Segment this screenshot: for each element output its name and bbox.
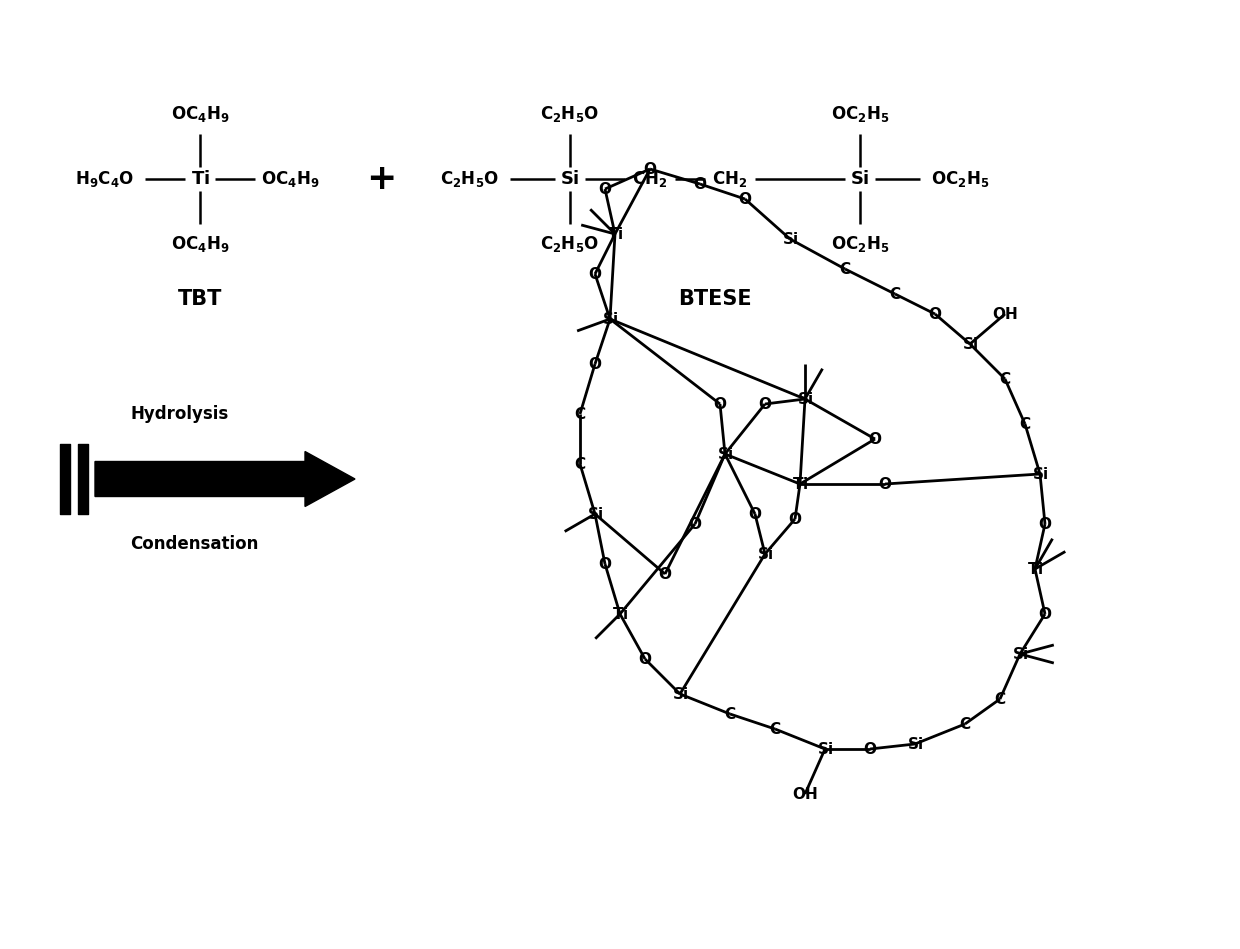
Text: $\mathbf{O}$: $\mathbf{O}$ — [598, 556, 613, 572]
Text: $\mathbf{OC_4H_9}$: $\mathbf{OC_4H_9}$ — [260, 169, 319, 189]
Text: $\mathbf{OC_4H_9}$: $\mathbf{OC_4H_9}$ — [171, 234, 229, 254]
Text: $\mathbf{C}$: $\mathbf{C}$ — [994, 691, 1006, 707]
FancyArrow shape — [95, 452, 355, 507]
Text: $\mathbf{H_9C_4O}$: $\mathbf{H_9C_4O}$ — [76, 169, 134, 189]
Text: $\mathbf{O}$: $\mathbf{O}$ — [1038, 516, 1052, 532]
Text: $\mathbf{Si}$: $\mathbf{Si}$ — [851, 170, 869, 188]
Text: $\mathbf{OH}$: $\mathbf{OH}$ — [992, 306, 1018, 322]
Text: $\mathbf{Ti}$: $\mathbf{Ti}$ — [792, 476, 808, 492]
Text: $\mathbf{C}$: $\mathbf{C}$ — [574, 456, 587, 472]
Text: $\mathbf{CH_2}$: $\mathbf{CH_2}$ — [712, 169, 748, 189]
Text: $\mathbf{Ti}$: $\mathbf{Ti}$ — [611, 606, 629, 622]
Text: $\mathbf{Si}$: $\mathbf{Si}$ — [1012, 646, 1028, 662]
Text: $\mathbf{C_2H_5O}$: $\mathbf{C_2H_5O}$ — [541, 234, 599, 254]
Text: $\mathbf{+}$: $\mathbf{+}$ — [366, 162, 394, 196]
Text: $\mathbf{Si}$: $\mathbf{Si}$ — [817, 741, 833, 757]
Text: $\mathbf{Si}$: $\mathbf{Si}$ — [796, 391, 813, 407]
Text: $\mathbf{Ti}$: $\mathbf{Ti}$ — [606, 226, 624, 242]
Text: $\mathbf{O}$: $\mathbf{O}$ — [693, 176, 707, 192]
Text: $\mathbf{O}$: $\mathbf{O}$ — [688, 516, 702, 532]
Text: $\mathbf{Si}$: $\mathbf{Si}$ — [587, 506, 604, 522]
Text: $\mathbf{Ti}$: $\mathbf{Ti}$ — [191, 170, 210, 188]
Text: $\mathbf{O}$: $\mathbf{O}$ — [738, 191, 753, 207]
Text: $\mathbf{O}$: $\mathbf{O}$ — [878, 476, 892, 492]
Text: $\mathbf{OC_2H_5}$: $\mathbf{OC_2H_5}$ — [831, 234, 889, 254]
Text: $\mathbf{O}$: $\mathbf{O}$ — [1038, 606, 1052, 622]
Text: $\mathbf{O}$: $\mathbf{O}$ — [863, 741, 877, 757]
Text: $\mathbf{C}$: $\mathbf{C}$ — [839, 261, 851, 277]
Text: $\mathbf{C}$: $\mathbf{C}$ — [574, 406, 587, 422]
Text: $\mathbf{O}$: $\mathbf{O}$ — [713, 396, 727, 412]
Text: BTESE: BTESE — [678, 289, 751, 309]
Text: $\mathbf{O}$: $\mathbf{O}$ — [588, 356, 603, 372]
Text: Condensation: Condensation — [130, 535, 258, 553]
Text: $\mathbf{Si}$: $\mathbf{Si}$ — [601, 311, 619, 327]
Text: $\mathbf{OC_2H_5}$: $\mathbf{OC_2H_5}$ — [931, 169, 990, 189]
Text: $\mathbf{C}$: $\mathbf{C}$ — [769, 721, 781, 737]
Text: Hydrolysis: Hydrolysis — [130, 405, 228, 423]
Text: $\mathbf{C}$: $\mathbf{C}$ — [889, 286, 901, 302]
Text: $\mathbf{O}$: $\mathbf{O}$ — [637, 651, 652, 667]
Text: $\mathbf{Si}$: $\mathbf{Si}$ — [672, 686, 688, 702]
Text: $\mathbf{C}$: $\mathbf{C}$ — [959, 716, 971, 732]
Text: $\mathbf{Si}$: $\mathbf{Si}$ — [717, 446, 733, 462]
Text: $\mathbf{O}$: $\mathbf{O}$ — [758, 396, 773, 412]
Text: $\mathbf{O}$: $\mathbf{O}$ — [658, 566, 672, 582]
Text: $\mathbf{Ti}$: $\mathbf{Ti}$ — [1027, 561, 1043, 577]
Text: $\mathbf{C_2H_5O}$: $\mathbf{C_2H_5O}$ — [440, 169, 500, 189]
Text: $\mathbf{O}$: $\mathbf{O}$ — [598, 181, 613, 197]
Text: $\mathbf{C}$: $\mathbf{C}$ — [1019, 416, 1032, 432]
Text: $\mathbf{O}$: $\mathbf{O}$ — [642, 161, 657, 177]
Text: $\mathbf{CH_2}$: $\mathbf{CH_2}$ — [632, 169, 667, 189]
Text: $\mathbf{C}$: $\mathbf{C}$ — [999, 371, 1011, 387]
Text: $\mathbf{OH}$: $\mathbf{OH}$ — [792, 786, 818, 802]
Text: TBT: TBT — [177, 289, 222, 309]
Text: $\mathbf{O}$: $\mathbf{O}$ — [928, 306, 942, 322]
Text: $\mathbf{OC_2H_5}$: $\mathbf{OC_2H_5}$ — [831, 104, 889, 124]
Text: $\mathbf{Si}$: $\mathbf{Si}$ — [1032, 466, 1049, 482]
Text: $\mathbf{O}$: $\mathbf{O}$ — [748, 506, 763, 522]
Text: $\mathbf{O}$: $\mathbf{O}$ — [588, 266, 603, 282]
Text: $\mathbf{C}$: $\mathbf{C}$ — [724, 706, 737, 722]
Text: $\mathbf{O}$: $\mathbf{O}$ — [868, 431, 882, 447]
Text: $\mathbf{Si}$: $\mathbf{Si}$ — [560, 170, 580, 188]
Text: $\mathbf{Si}$: $\mathbf{Si}$ — [756, 546, 774, 562]
Text: $\mathbf{Si}$: $\mathbf{Si}$ — [961, 336, 978, 352]
Text: $\mathbf{Si}$: $\mathbf{Si}$ — [781, 231, 799, 247]
Text: $\mathbf{Si}$: $\mathbf{Si}$ — [906, 736, 924, 752]
Text: $\mathbf{C_2H_5O}$: $\mathbf{C_2H_5O}$ — [541, 104, 599, 124]
Text: $\mathbf{OC_4H_9}$: $\mathbf{OC_4H_9}$ — [171, 104, 229, 124]
Text: $\mathbf{O}$: $\mathbf{O}$ — [787, 511, 802, 527]
